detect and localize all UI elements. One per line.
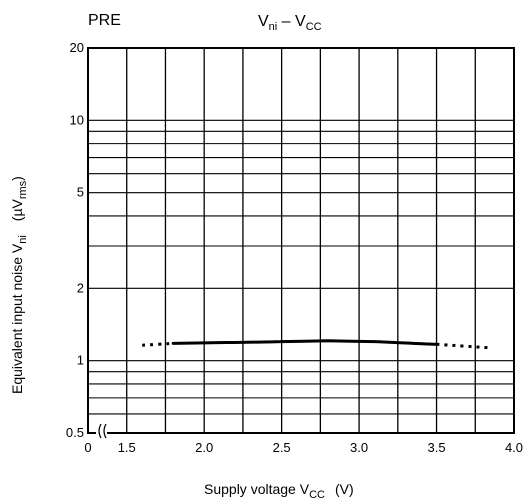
- y-axis-title-unit-sub: rms: [17, 180, 29, 199]
- x-tick-label: 4.0: [505, 440, 523, 455]
- x-axis-break-mark: [96, 423, 107, 439]
- y-axis-title-unit-open: (µV: [9, 198, 25, 221]
- y-tick-label: 20: [70, 40, 84, 55]
- grid-lines: [87, 47, 515, 434]
- x-origin-label: 0: [84, 440, 91, 455]
- panel-label: PRE: [88, 12, 121, 29]
- chart-title-mid: – V: [277, 13, 306, 30]
- chart-title: Vni – VCC: [258, 13, 322, 33]
- y-axis-title-text: Equivalent input noise V: [9, 243, 25, 394]
- x-axis-title-text: Supply voltage V: [204, 481, 310, 497]
- x-tick-label: 2.5: [273, 440, 291, 455]
- noise-curve-dotted: [436, 342, 493, 350]
- x-axis-title-sub: CC: [309, 489, 325, 501]
- chart-title-v: V: [258, 13, 269, 30]
- y-tick-label: 5: [77, 185, 84, 200]
- y-tick-label: 1: [77, 353, 84, 368]
- x-tick-label: 2.0: [195, 440, 213, 455]
- x-axis-title-unit: (V): [335, 481, 354, 497]
- chart-title-sub-ni: ni: [269, 21, 278, 33]
- plot-frame: [87, 47, 515, 434]
- noise-curve-dotted: [142, 341, 174, 347]
- data-series: [142, 339, 493, 350]
- x-tick-label: 3.0: [350, 440, 368, 455]
- tick-labels: 1.5 2.0 2.5 3.0 3.5 4.0 00.5 1 2 5 10 20: [66, 40, 523, 455]
- noise-curve-solid: [171, 339, 439, 346]
- x-tick-label: 3.5: [428, 440, 446, 455]
- y-axis-title-sub: ni: [17, 235, 29, 244]
- y-tick-label: 10: [70, 112, 84, 127]
- x-axis-title: Supply voltage VCC (V): [204, 481, 354, 501]
- x-tick-label: 1.5: [118, 440, 136, 455]
- y-tick-label: 0.5: [66, 425, 84, 440]
- y-axis-title-unit-close: ): [9, 176, 25, 181]
- y-axis-title: Equivalent input noise Vni (µVrms): [9, 176, 29, 394]
- y-tick-label: 2: [77, 280, 84, 295]
- chart-title-sub-cc: CC: [306, 21, 322, 33]
